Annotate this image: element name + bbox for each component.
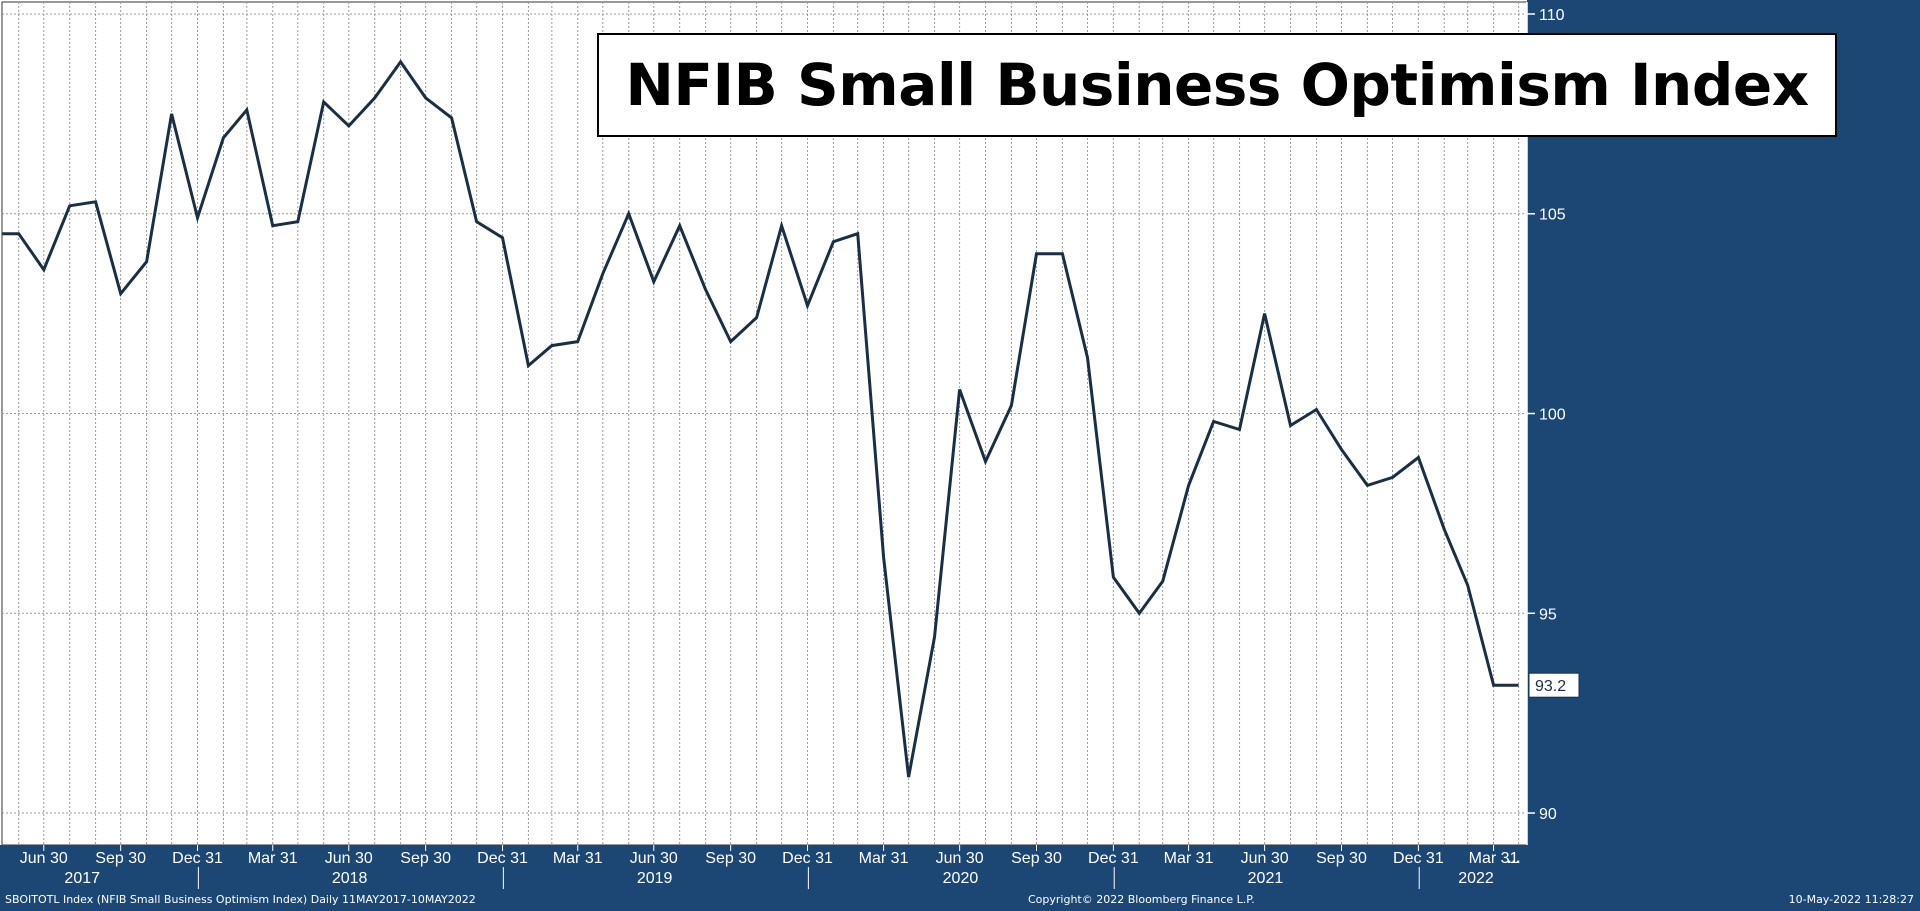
- y-tick-label: 90: [1539, 806, 1557, 823]
- x-tick-label: Sep 30: [1316, 850, 1367, 867]
- x-year-label: 2022: [1458, 870, 1494, 887]
- x-tick-label: Mar 31: [1164, 850, 1214, 867]
- footer-timestamp: 10-May-2022 11:28:27: [1788, 893, 1914, 906]
- chart-title-box: NFIB Small Business Optimism Index: [597, 33, 1837, 137]
- x-axis-panel: [0, 845, 1920, 889]
- x-tick-label: Mar 31: [1469, 850, 1519, 867]
- x-year-label: 2017: [64, 870, 100, 887]
- x-tick-label: Jun 30: [1241, 850, 1289, 867]
- x-tick-label: Jun 30: [630, 850, 678, 867]
- y-axis-panel: [1527, 0, 1920, 889]
- last-value-box: [1528, 672, 1580, 698]
- x-overflow-label: ...: [1507, 850, 1520, 867]
- x-tick-label: Dec 31: [172, 850, 223, 867]
- x-year-label: 2018: [332, 870, 368, 887]
- footer-copyright: Copyright© 2022 Bloomberg Finance L.P.: [1028, 893, 1255, 906]
- series-line: [2, 59, 1519, 778]
- last-value-label: 93.2: [1535, 678, 1566, 695]
- plot-area: [1, 1, 1528, 846]
- x-axis: Jun 30 Sep 30 Dec 31 Mar 31 Jun 30 Sep 30 Dec …: [0, 845, 1920, 889]
- footer-bar: SBOITOTL Index (NFIB Small Business Opti…: [0, 889, 1920, 911]
- y-axis: 90 95 100 105 110 93.2: [1526, 0, 1920, 889]
- x-tick-label: Sep 30: [95, 850, 146, 867]
- x-tick-label: Dec 31: [782, 850, 833, 867]
- x-tick-label: Dec 31: [477, 850, 528, 867]
- x-tick-label: Mar 31: [248, 850, 298, 867]
- plot-background: [1, 1, 1528, 846]
- x-tick-label: Jun 30: [936, 850, 984, 867]
- x-year-label: 2019: [637, 870, 673, 887]
- x-tick-label: Sep 30: [400, 850, 451, 867]
- x-tick-label: Dec 31: [1393, 850, 1444, 867]
- x-tick-label: Mar 31: [859, 850, 909, 867]
- series-line-group: [2, 59, 1519, 778]
- y-tick-label: 110: [1539, 7, 1565, 24]
- x-year-label: 2020: [943, 870, 979, 887]
- x-tick-label: Jun 30: [325, 850, 373, 867]
- chart-title: NFIB Small Business Optimism Index: [625, 51, 1809, 119]
- vertical-gridlines: [18, 2, 1520, 845]
- y-tick-label: 100: [1539, 407, 1566, 424]
- footer-ticker-info: SBOITOTL Index (NFIB Small Business Opti…: [5, 893, 476, 906]
- x-year-label: 2021: [1248, 870, 1284, 887]
- x-tick-label: Mar 31: [553, 850, 603, 867]
- x-tick-label: Sep 30: [705, 850, 756, 867]
- y-tick-label: 95: [1539, 606, 1557, 623]
- y-tick-label: 105: [1539, 207, 1566, 224]
- x-tick-label: Dec 31: [1088, 850, 1139, 867]
- x-tick-label: Sep 30: [1011, 850, 1062, 867]
- x-tick-label: Jun 30: [20, 850, 68, 867]
